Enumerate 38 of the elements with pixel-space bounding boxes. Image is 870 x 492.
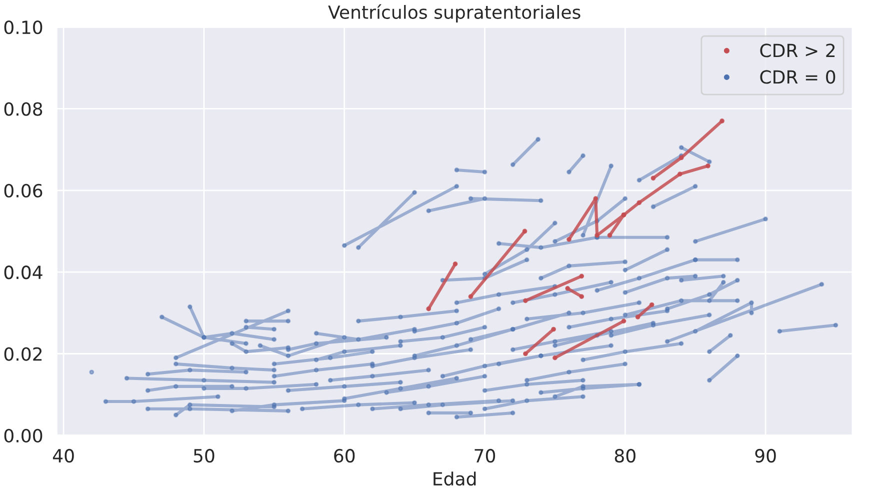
point [579,274,584,279]
y-tick-label: 0.10 [4,20,42,34]
x-tick-label: 60 [334,448,355,463]
point [677,172,682,176]
point [551,326,556,332]
point [522,228,528,234]
point [565,286,570,291]
point [579,294,584,300]
point [523,298,528,304]
y-tick-label: 0.02 [4,347,42,361]
legend-label: CDR = 0 [760,70,836,84]
y-tick-label: 0.08 [4,102,42,116]
y-tick-label: 0.04 [4,266,42,280]
legend-label: CDR > 2 [760,44,835,58]
point [468,294,474,300]
point [426,306,432,312]
chart-title: Ventrículos supratentoriales [328,4,580,22]
x-tick-label: 80 [614,448,636,463]
point [566,236,572,242]
x-tick-label: 90 [755,448,776,463]
x-axis-title: Edad [434,472,476,486]
y-tick-label: 0.00 [4,428,42,443]
x-tick-label: 40 [52,448,74,463]
point [523,351,528,356]
point [607,232,612,238]
y-tick-label: 0.06 [4,184,42,198]
x-tick-label: 70 [474,448,496,463]
point [720,118,724,124]
point [635,314,640,320]
point [552,355,558,360]
point [621,318,626,324]
point [593,196,598,201]
x-tick-label: 50 [194,448,214,463]
point [452,261,458,266]
point [706,163,710,168]
point [636,200,642,206]
point [650,176,656,181]
point [649,302,654,308]
